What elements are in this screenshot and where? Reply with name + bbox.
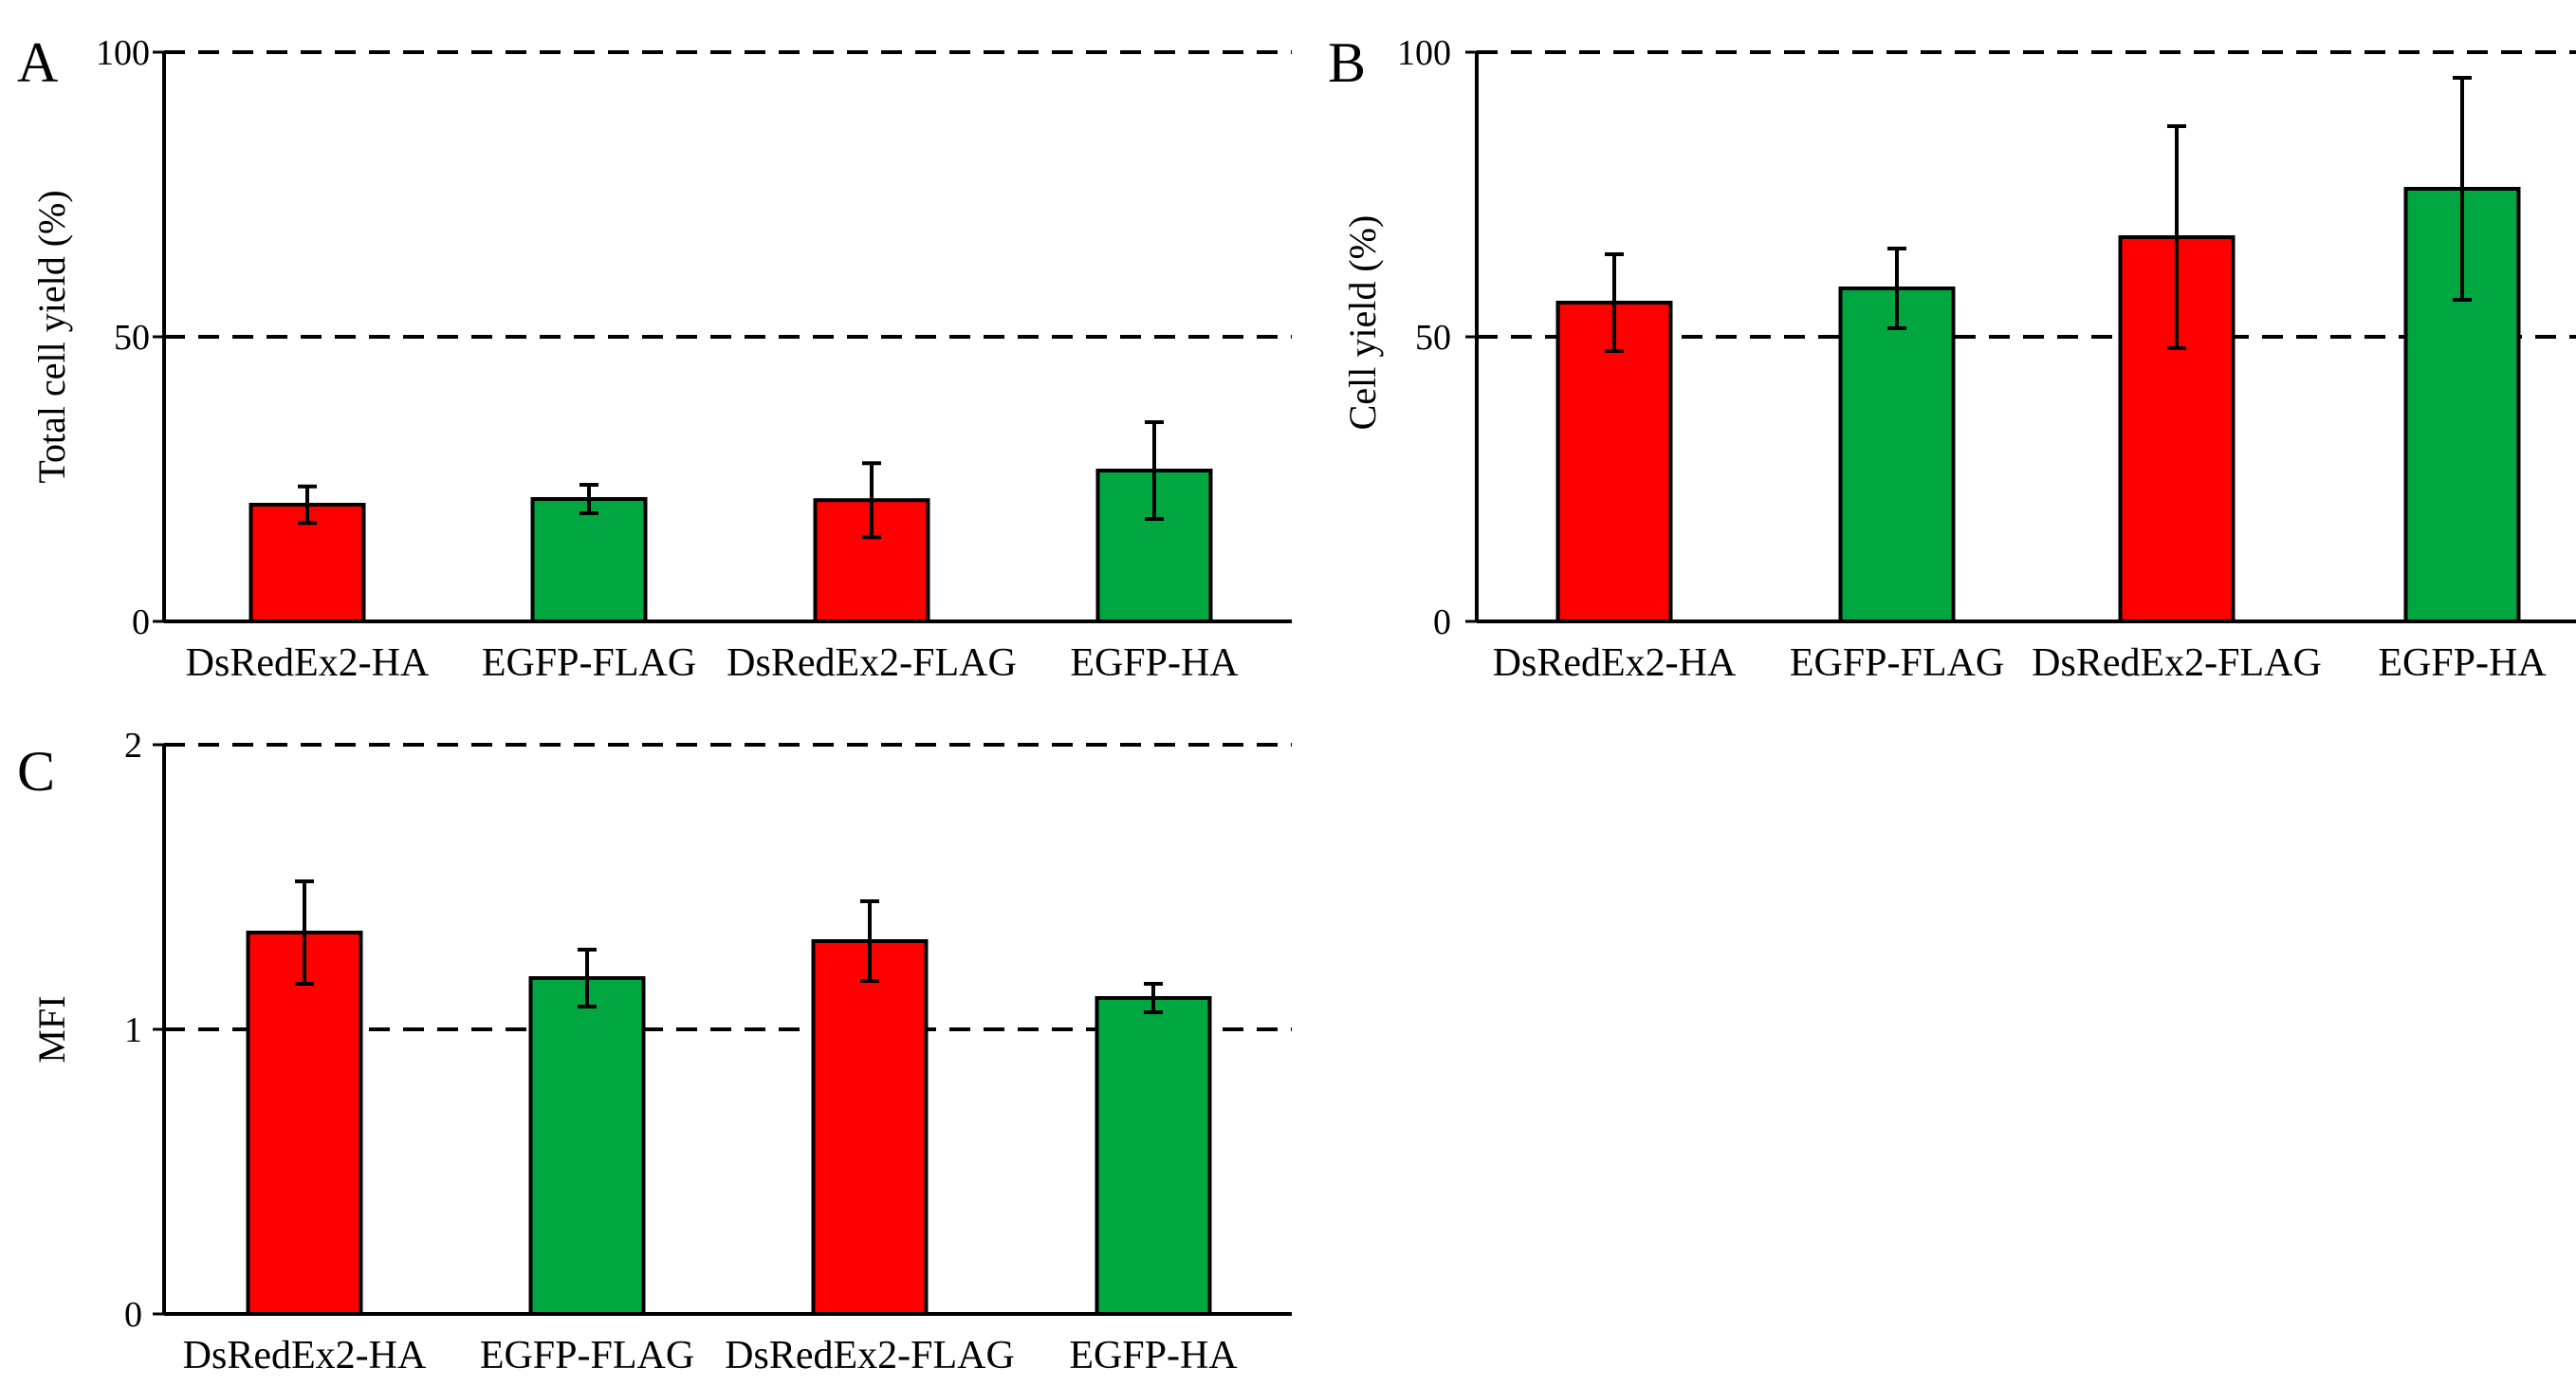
y-tick-label: 0 (1433, 602, 1451, 642)
panel-label: C (17, 740, 55, 803)
x-category-label: EGFP-FLAG (480, 1334, 694, 1378)
y-tick-label: 2 (124, 726, 142, 766)
bar-egfp-flag (1838, 287, 1956, 623)
x-category-label: EGFP-HA (1070, 641, 1239, 685)
bar-dsredex2-ha (246, 931, 363, 1316)
y-axis-label: MFI (30, 995, 73, 1063)
y-axis-label: Total cell yield (%) (30, 190, 73, 483)
error-bar (295, 879, 314, 986)
panel-label: B (1328, 31, 1366, 94)
error-bar (578, 948, 597, 1008)
error-bar (1145, 420, 1164, 521)
panel-label: A (17, 31, 58, 94)
y-tick-label: 50 (114, 318, 150, 358)
bar-dsredex2-flag (811, 939, 929, 1316)
y-tick-label: 100 (1397, 33, 1451, 73)
x-category-label: EGFP-HA (1069, 1334, 1238, 1378)
chart-panel-b: B 0 50 100 DsRedEx2-HA EGFP-FLAG DsRedEx2-FLAG… (1328, 31, 2576, 685)
x-category-label: DsRedEx2-FLAG (725, 1334, 1015, 1378)
chart-panel-a: A 0 50 100 DsRedEx2-HA EGFP-FLAG DsRedEx2-FLAG… (17, 31, 1292, 685)
y-tick-label: 100 (96, 33, 150, 73)
error-bar (1144, 982, 1163, 1014)
y-tick-label: 0 (124, 1295, 142, 1335)
y-tick-label: 50 (1415, 318, 1451, 358)
x-category-label: DsRedEx2-HA (183, 1334, 427, 1378)
error-bar (860, 899, 879, 983)
x-category-label: DsRedEx2-HA (1493, 641, 1737, 685)
x-category-label: DsRedEx2-FLAG (727, 641, 1017, 685)
error-bar (580, 483, 598, 515)
bar-egfp-ha (1095, 996, 1212, 1316)
x-category-label: DsRedEx2-FLAG (2032, 641, 2322, 685)
error-bar (1887, 247, 1906, 330)
y-axis-label: Cell yield (%) (1341, 215, 1384, 431)
error-bar (1605, 252, 1624, 353)
bar-egfp-flag (530, 497, 648, 623)
error-bar (298, 484, 317, 526)
error-bar (2167, 124, 2186, 350)
error-bar (862, 461, 881, 540)
x-category-label: EGFP-FLAG (1790, 641, 2004, 685)
y-tick-label: 0 (132, 602, 150, 642)
error-bar (2453, 76, 2472, 302)
chart-panel-c: C 0 1 2 DsRedEx2-HA EGFP-FLAG DsRedEx2-FLAG EGF… (17, 726, 1292, 1378)
bar-dsredex2-ha (1555, 301, 1673, 623)
x-category-label: DsRedEx2-HA (186, 641, 430, 685)
x-category-label: EGFP-HA (2378, 641, 2547, 685)
bar-egfp-flag (528, 976, 646, 1316)
x-category-label: EGFP-FLAG (482, 641, 696, 685)
y-tick-label: 1 (124, 1010, 142, 1050)
